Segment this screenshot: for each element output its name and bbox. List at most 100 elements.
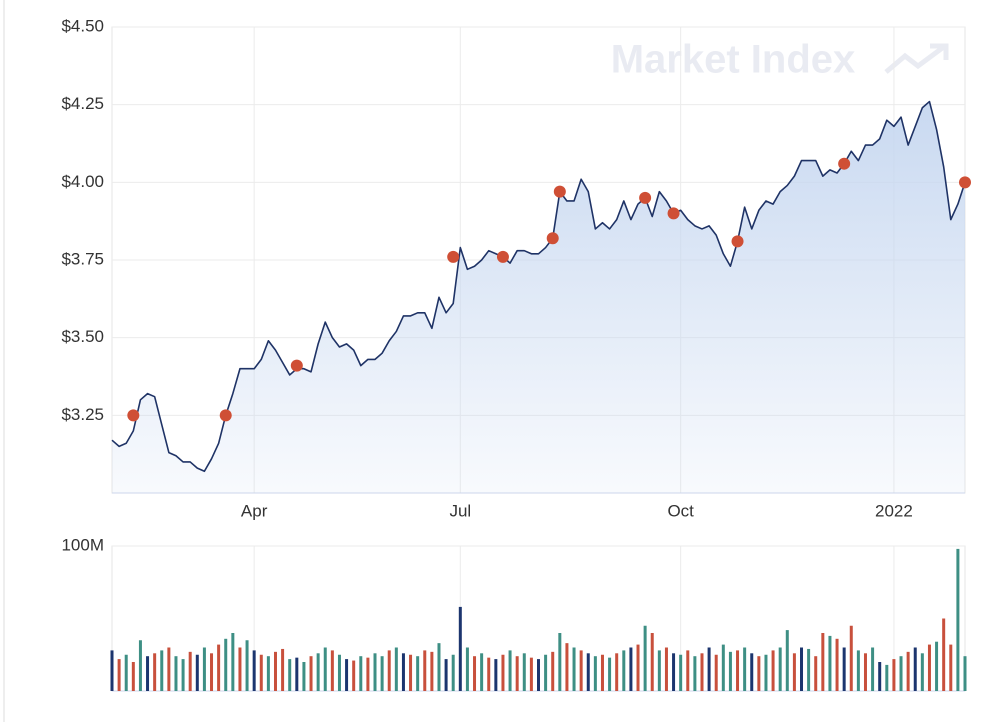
volume-bar [622, 650, 626, 691]
event-marker [667, 207, 680, 220]
volume-bar [487, 657, 491, 691]
event-marker [496, 250, 509, 263]
volume-bar [494, 659, 498, 691]
volume-bar [785, 630, 789, 691]
volume-bar [572, 647, 576, 691]
volume-bar [401, 653, 405, 691]
volume-bar [416, 656, 420, 691]
volume-bar [138, 640, 142, 691]
volume-bar [202, 647, 206, 691]
volume-bar [288, 659, 292, 691]
volume-bar [842, 647, 846, 691]
volume-bar [885, 664, 889, 691]
volume-bar [273, 651, 277, 691]
volume-bar [465, 647, 469, 691]
volume-bar [792, 653, 796, 691]
event-marker [639, 191, 652, 204]
event-marker [959, 176, 971, 189]
volume-bar [224, 638, 228, 691]
volume-bar [700, 653, 704, 691]
volume-bar [131, 662, 135, 691]
y-tick-label: $3.75 [61, 249, 104, 268]
volume-bar [942, 618, 946, 691]
volume-bar [423, 650, 427, 691]
watermark-icon [930, 43, 949, 60]
volume-bar [458, 606, 462, 691]
volume-bar [871, 647, 875, 691]
watermark: Market Index [611, 38, 856, 82]
y-tick-label: $4.50 [61, 16, 104, 35]
event-marker [219, 409, 232, 422]
volume-bar [181, 659, 185, 691]
volume-bar [160, 650, 164, 691]
volume-bar [863, 653, 867, 691]
watermark-icon [884, 43, 947, 74]
volume-bar [167, 647, 171, 691]
volume-bar [117, 659, 121, 691]
volume-bar [750, 653, 754, 691]
volume-bar [913, 647, 917, 691]
volume-bar [515, 656, 519, 691]
volume-bar [501, 654, 505, 691]
volume-bar [600, 654, 604, 691]
volume-bar [593, 656, 597, 691]
y-tick-label: $3.25 [61, 405, 104, 424]
volume-bar [707, 647, 711, 691]
volume-bar [352, 660, 356, 691]
volume-bar [316, 653, 320, 691]
x-tick-label: Jul [449, 501, 471, 520]
y-tick-label: $4.00 [61, 172, 104, 191]
y-tick-label: 100M [61, 535, 104, 554]
volume-bar [849, 625, 853, 691]
volume-bar [544, 654, 548, 691]
volume-bar [330, 650, 334, 691]
volume-bar [110, 650, 114, 691]
volume-bar [231, 633, 235, 691]
volume-bar [608, 657, 612, 691]
volume-bar [714, 654, 718, 691]
volume-bar [394, 647, 398, 691]
event-marker [731, 235, 744, 248]
volume-bar [778, 647, 782, 691]
volume-bar [451, 654, 455, 691]
volume-bar [522, 653, 526, 691]
volume-bar [217, 644, 221, 691]
volume-bar [721, 644, 725, 691]
volume-bar [551, 651, 555, 691]
volume-bar [259, 654, 263, 691]
volume-bar [693, 656, 697, 691]
event-marker [290, 359, 303, 372]
area-fill [112, 101, 965, 493]
volume-bar [345, 659, 349, 691]
volume-bar [664, 647, 668, 691]
volume-bar [558, 633, 562, 691]
volume-bar [508, 650, 512, 691]
volume-bar [124, 654, 128, 691]
volume-bar [771, 650, 775, 691]
volume-bar [650, 633, 654, 691]
volume-bar [736, 650, 740, 691]
volume-bar [807, 648, 811, 691]
event-marker [127, 409, 140, 422]
volume-bar [643, 625, 647, 691]
volume-bar [387, 650, 391, 691]
volume-bar [679, 654, 683, 691]
volume-bar [437, 643, 441, 691]
volume-bar [210, 653, 214, 691]
volume-bar [373, 653, 377, 691]
volume-bar [586, 653, 590, 691]
volume-bar [835, 638, 839, 691]
volume-bar [814, 656, 818, 691]
price-line [111, 100, 966, 473]
volume-bar [636, 644, 640, 691]
volume-bar [245, 640, 249, 691]
volume-bar [743, 647, 747, 691]
volume-bar [323, 647, 327, 691]
volume-bar [444, 659, 448, 691]
volume-bar [281, 648, 285, 691]
volume-bar [728, 651, 732, 691]
volume-bar [892, 659, 896, 691]
volume-bar [821, 633, 825, 691]
volume-bar [686, 650, 690, 691]
